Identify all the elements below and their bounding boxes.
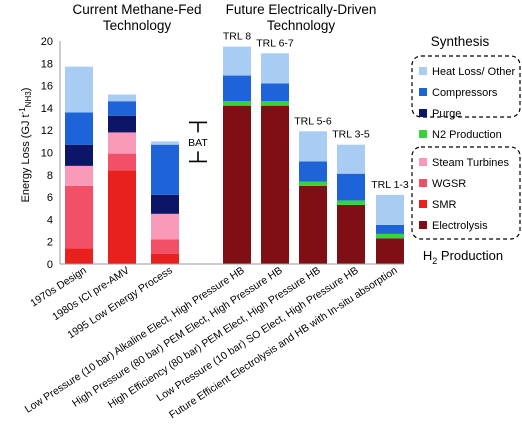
y-tick-label: 8 <box>47 170 53 182</box>
legend-swatch <box>419 179 427 187</box>
group-title-current-line1: Current Methane-Fed <box>72 2 201 17</box>
legend-label: Purge <box>432 108 461 120</box>
trl-label: TRL 8 <box>223 31 251 43</box>
legend-swatch <box>419 200 427 208</box>
bar-segment <box>151 194 179 214</box>
legend-synthesis-box <box>411 55 521 118</box>
bar-segment <box>261 83 289 102</box>
legend-swatch <box>419 67 427 75</box>
bar-segment <box>299 181 327 186</box>
bar-segment <box>261 105 289 264</box>
bar-segment <box>151 253 179 264</box>
bat-label: BAT <box>188 137 208 149</box>
bars <box>65 46 404 264</box>
y-tick-label: 4 <box>47 214 53 226</box>
bar-segment <box>376 224 404 234</box>
legend-swatch <box>419 130 427 138</box>
bar-segment <box>151 141 179 145</box>
bat-annotation: BAT <box>188 121 208 163</box>
bar-segment <box>299 185 327 264</box>
legend-swatch <box>419 88 427 96</box>
bar-segment <box>261 101 289 106</box>
y-tick-label: 18 <box>41 58 53 70</box>
y-tick-label: 12 <box>41 125 53 137</box>
bar-segment <box>108 132 136 154</box>
legend-label: Steam Turbines <box>432 157 510 169</box>
bar-segment <box>299 161 327 182</box>
legend-h2-title: H2 Production <box>423 248 503 266</box>
bar-segment <box>337 144 365 174</box>
y-axis-label: Energy Loss (GJ t-1NH3) <box>18 88 33 203</box>
bar-segment <box>376 194 404 225</box>
bar-segment <box>376 233 404 239</box>
bar-segment <box>65 112 93 145</box>
legend-swatch <box>419 221 427 229</box>
group-title-current-line2: Technology <box>103 18 172 33</box>
legend-label: SMR <box>432 199 457 211</box>
bar-segment <box>151 144 179 195</box>
legend-label: WGSR <box>432 178 466 190</box>
y-tick-label: 16 <box>41 81 53 93</box>
bar-segment <box>261 53 289 84</box>
bar-segment <box>337 173 365 201</box>
legend-label: Compressors <box>432 87 498 99</box>
bar-segment <box>108 170 136 264</box>
bar-segment <box>299 131 327 162</box>
legend: Synthesis H2 Production Heat Loss/ Other… <box>411 34 521 266</box>
legend-label: Electrolysis <box>432 220 488 232</box>
legend-synthesis-title: Synthesis <box>431 34 490 49</box>
legend-label: Heat Loss/ Other <box>432 66 515 78</box>
y-axis-ticks: 0 2 4 6 8 10 12 14 16 18 20 <box>41 36 53 271</box>
bar-segment <box>108 94 136 102</box>
bar-segment <box>108 101 136 116</box>
y-tick-label: 2 <box>47 237 53 249</box>
bar-segment <box>65 248 93 264</box>
legend-h2-box <box>411 146 521 240</box>
bar-segment <box>65 185 93 249</box>
y-tick-label: 10 <box>41 148 53 160</box>
bar-segment <box>223 46 251 76</box>
legend-label: N2 Production <box>432 129 502 141</box>
legend-items: Heat Loss/ Other Compressors Purge N2 Produ… <box>419 66 515 232</box>
y-tick-label: 6 <box>47 192 53 204</box>
legend-swatch <box>419 109 427 117</box>
bar-segment <box>337 200 365 205</box>
bar-segment <box>108 153 136 171</box>
bar-segment <box>65 165 93 186</box>
group-title-future-line1: Future Electrically-Driven <box>226 2 377 17</box>
bar-segment <box>376 238 404 264</box>
y-tick-label: 20 <box>41 36 53 48</box>
bar-segment <box>108 115 136 133</box>
bar-segment <box>151 239 179 254</box>
trl-label: TRL 5-6 <box>294 115 332 127</box>
bar-segment <box>65 144 93 166</box>
y-tick-label: 0 <box>47 259 53 271</box>
bar-segment <box>151 213 179 240</box>
y-tick-label: 14 <box>41 103 53 115</box>
bar-segment <box>223 75 251 102</box>
bar-segment <box>223 105 251 264</box>
trl-label: TRL 3-5 <box>332 129 370 141</box>
legend-swatch <box>419 158 427 166</box>
trl-label: TRL 1-3 <box>371 179 409 191</box>
trl-label: TRL 6-7 <box>256 37 294 49</box>
bar-segment <box>337 204 365 264</box>
group-title-future-line2: Technology <box>267 18 336 33</box>
bar-segment <box>223 101 251 106</box>
bar-segment <box>65 66 93 113</box>
